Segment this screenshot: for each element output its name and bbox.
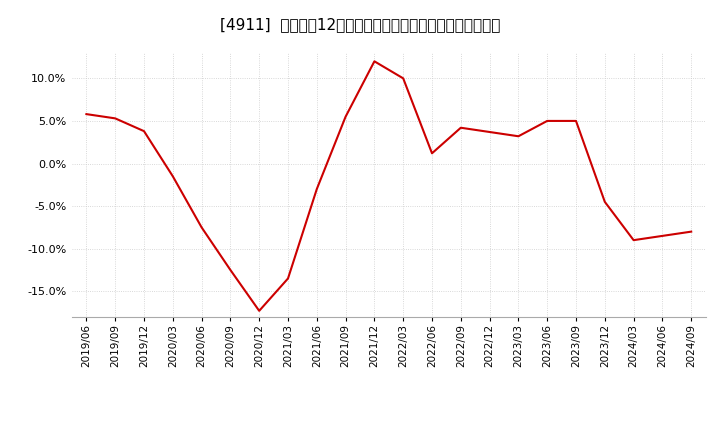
Text: [4911]  売上高の12か月移動合計の対前年同期増減率の推移: [4911] 売上高の12か月移動合計の対前年同期増減率の推移: [220, 18, 500, 33]
